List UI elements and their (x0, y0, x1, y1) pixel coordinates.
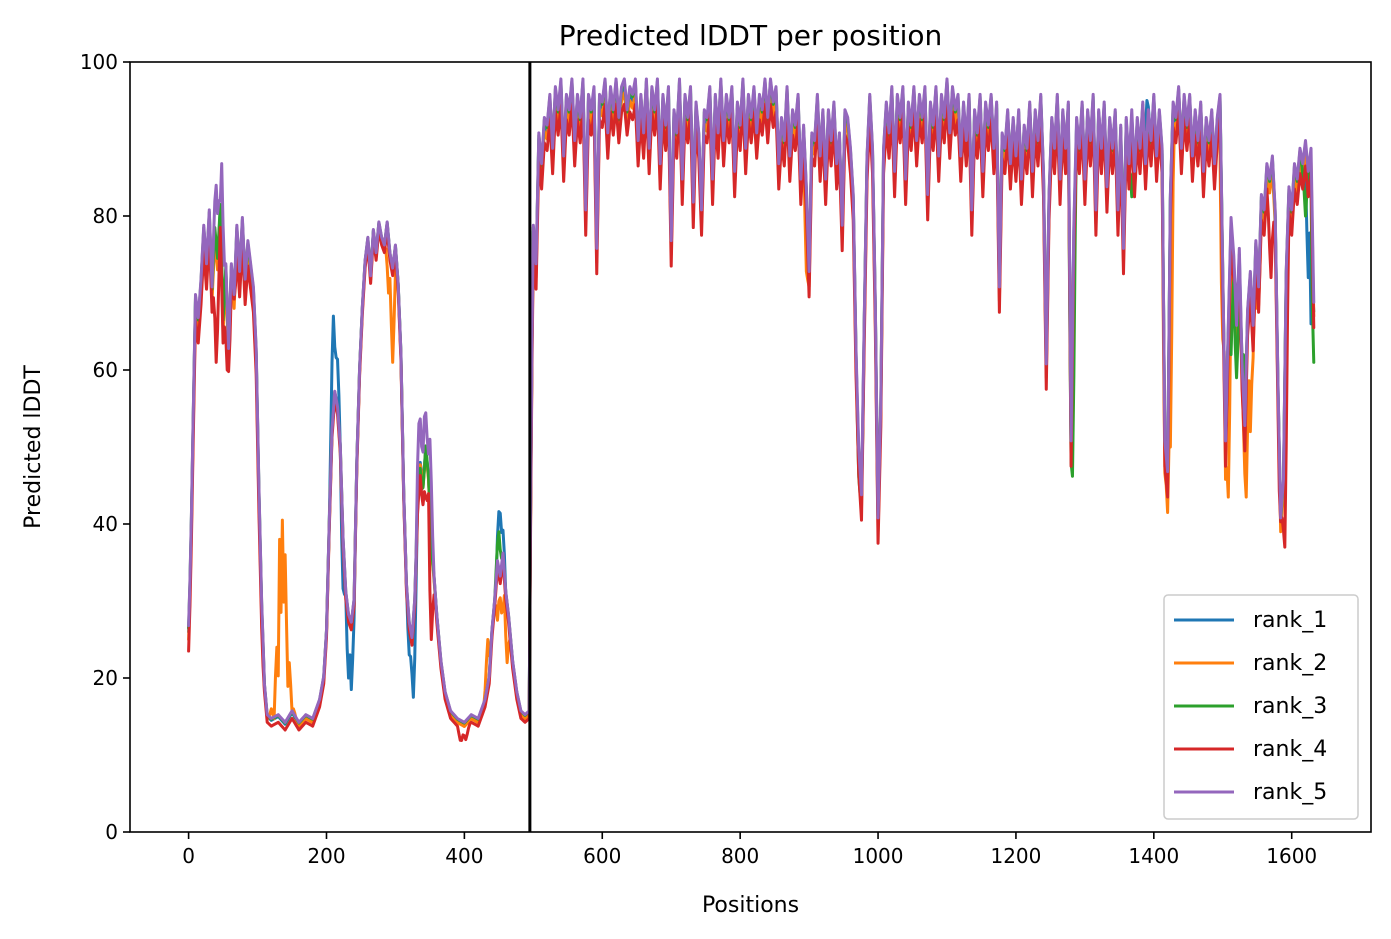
x-tick-label: 0 (182, 844, 195, 868)
legend: rank_1 rank_2 rank_3 rank_4 rank_5 (1163, 594, 1359, 820)
x-tick-label: 1200 (990, 844, 1041, 868)
plot-frame (129, 61, 1372, 833)
x-tick-label: 400 (445, 844, 483, 868)
y-tick-label: 0 (105, 820, 118, 844)
x-tick-label: 1000 (853, 844, 904, 868)
y-axis: 0 20 40 60 80 100 (80, 50, 130, 844)
legend-label-rank_4: rank_4 (1253, 737, 1327, 762)
x-tick-label: 1600 (1266, 844, 1317, 868)
legend-label-rank_2: rank_2 (1253, 651, 1327, 676)
x-axis-label: Positions (702, 893, 799, 918)
x-tick-label: 600 (583, 844, 621, 868)
y-tick-label: 100 (80, 50, 118, 74)
legend-label-rank_3: rank_3 (1253, 694, 1327, 719)
x-tick-label: 1400 (1128, 844, 1179, 868)
y-tick-label: 60 (93, 358, 118, 382)
legend-box (1163, 594, 1359, 820)
series-line-rank_5 (187, 77, 1316, 724)
y-tick-label: 80 (93, 204, 118, 228)
x-tick-label: 800 (721, 844, 759, 868)
legend-label-rank_5: rank_5 (1253, 780, 1327, 805)
y-axis-label: Predicted lDDT (21, 365, 46, 529)
x-tick-label: 200 (307, 844, 345, 868)
y-tick-label: 20 (93, 666, 118, 690)
y-tick-label: 40 (93, 512, 118, 536)
chart-title: Predicted lDDT per position (559, 19, 943, 52)
x-axis: 0 200 400 600 800 1000 1200 1400 1600 (182, 832, 1317, 868)
legend-label-rank_1: rank_1 (1253, 608, 1327, 633)
